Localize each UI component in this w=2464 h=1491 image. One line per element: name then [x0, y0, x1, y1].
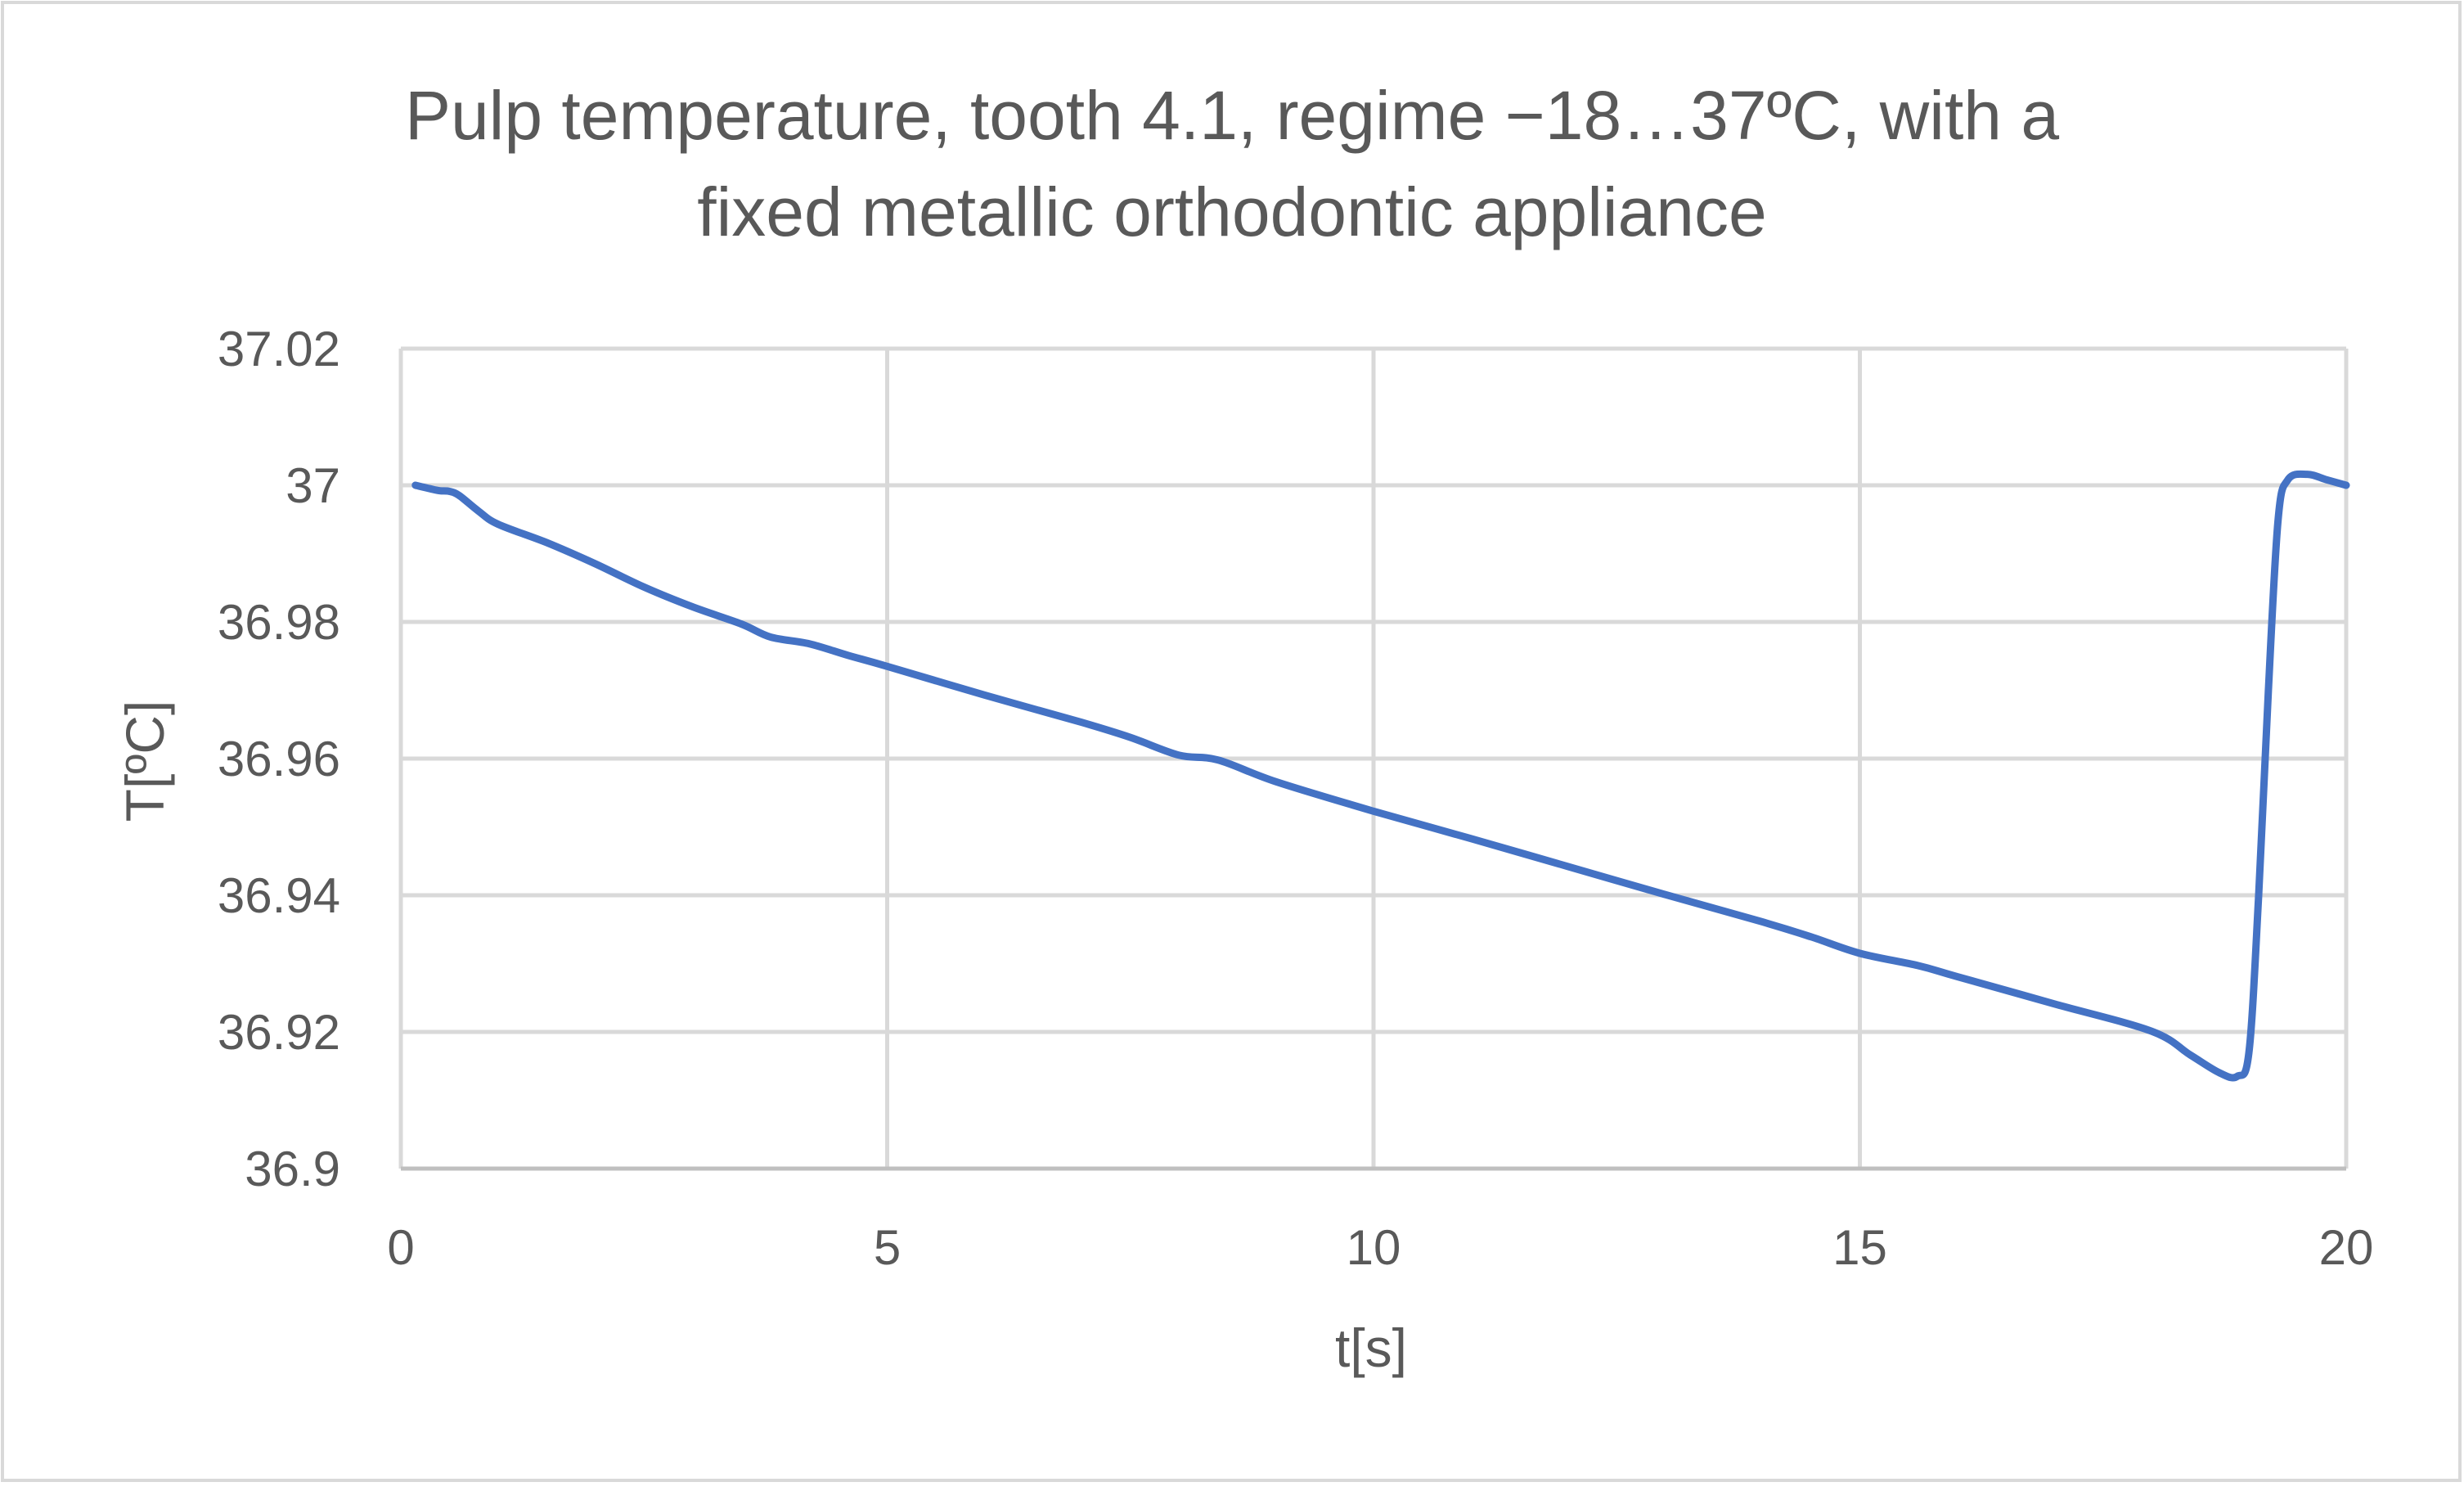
- y-tick-label: 37: [286, 458, 340, 513]
- x-tick-label: 5: [874, 1220, 901, 1275]
- tick-labels: 36.9 36.92 36.94 36.96 36.98 37 37.02 0 5 10 15 20: [218, 322, 2374, 1275]
- x-tick-label: 10: [1347, 1220, 1401, 1275]
- x-tick-label: 15: [1832, 1220, 1887, 1275]
- y-tick-label: 36.92: [218, 1005, 340, 1060]
- x-tick-label: 20: [2319, 1220, 2374, 1275]
- chart-title-line-2: fixed metallic orthodontic appliance: [697, 173, 1766, 250]
- y-tick-label: 36.9: [245, 1142, 340, 1196]
- y-tick-label: 36.94: [218, 868, 340, 923]
- x-tick-label: 0: [387, 1220, 414, 1275]
- y-tick-label: 37.02: [218, 322, 340, 376]
- y-tick-label: 36.96: [218, 732, 340, 786]
- series-layer: [411, 470, 2350, 1082]
- y-tick-label: 36.98: [218, 595, 340, 650]
- x-axis-label: t[s]: [1335, 1318, 1407, 1378]
- chart-title-line-1: Pulp temperature, tooth 4.1, regime −18……: [405, 77, 2059, 154]
- y-axis-label: T[ºC]: [115, 700, 175, 822]
- series-line: [411, 470, 2350, 1082]
